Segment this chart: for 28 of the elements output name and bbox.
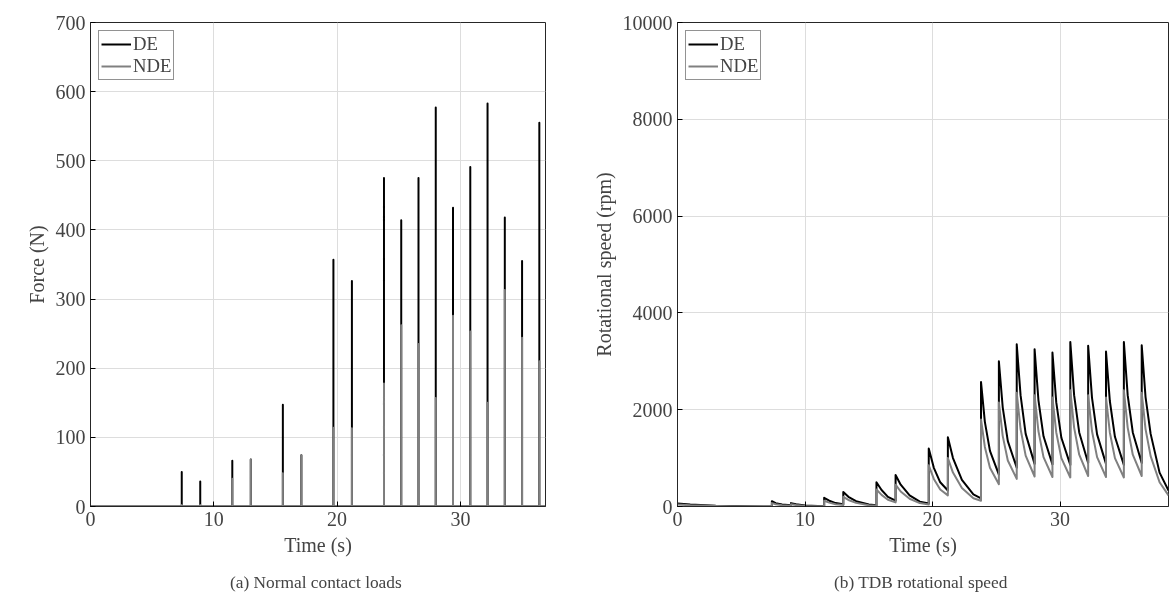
y-tick-label: 500	[55, 149, 86, 172]
y-tick-label: 100	[55, 426, 86, 449]
x-tick-label: 10	[203, 507, 224, 530]
y-tick-label: 6000	[632, 205, 673, 228]
text: (a) Normal contact loads	[229, 573, 402, 592]
y-tick-label: 700	[55, 11, 86, 34]
legend-label: NDE	[720, 55, 759, 77]
text: (b) TDB rotational speed	[833, 573, 1008, 592]
x-tick-label: 20	[922, 507, 943, 530]
y-tick-label: 300	[55, 288, 86, 311]
x-tick-label: 10	[795, 507, 816, 530]
y-tick-label: 8000	[632, 108, 673, 131]
x-tick-label: 20	[327, 507, 348, 530]
x-axis-title: Time (s)	[889, 533, 957, 557]
legend-label: DE	[720, 33, 745, 55]
y-tick-label: 2000	[632, 398, 673, 421]
y-tick-label: 10000	[622, 11, 673, 34]
x-tick-label: 30	[450, 507, 471, 530]
legend-label: NDE	[133, 55, 172, 77]
y-tick-label: 4000	[632, 301, 673, 324]
legend-label: DE	[133, 33, 158, 55]
x-axis-title: Time (s)	[284, 533, 352, 557]
y-tick-label: 200	[55, 357, 86, 380]
y-axis-title: Rotational speed (rpm)	[592, 172, 616, 357]
x-tick-label: 30	[1050, 507, 1071, 530]
y-tick-label: 400	[55, 218, 86, 241]
y-axis-title: Force (N)	[25, 225, 49, 304]
y-tick-label: 600	[55, 80, 86, 103]
